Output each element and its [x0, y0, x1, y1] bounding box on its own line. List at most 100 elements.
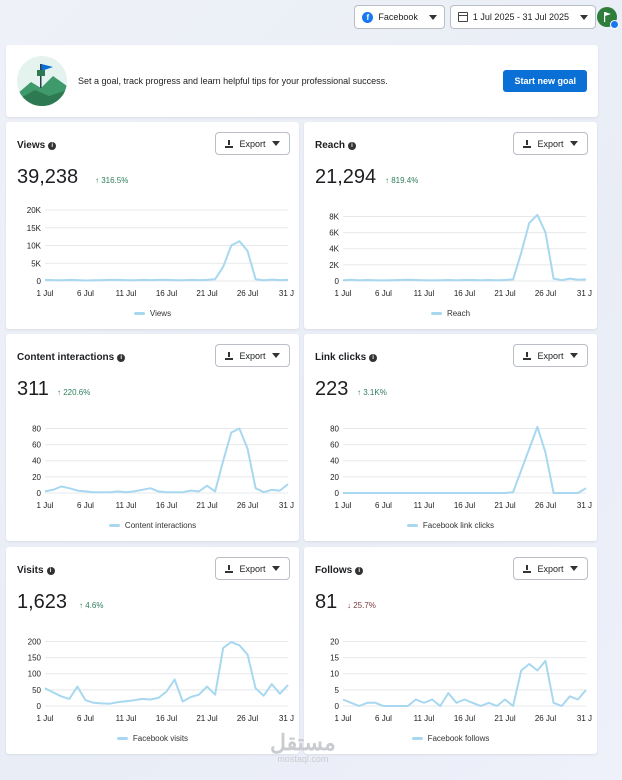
y-tick-label: 60 — [32, 441, 41, 450]
x-tick-label: 21 Jul — [196, 714, 218, 723]
x-tick-label: 6 Jul — [77, 501, 94, 510]
x-tick-label: 16 Jul — [156, 289, 178, 298]
metric-delta-value: 4.6% — [85, 601, 104, 610]
info-icon[interactable]: i — [355, 566, 364, 575]
metric-card-reach: Reach i Export 21,294 ↑ 819.4% 0 2K 4K 6K 8K… — [304, 122, 597, 329]
watermark-sub: mostaql.com — [277, 754, 329, 764]
card-title-text: Reach — [315, 140, 346, 151]
x-tick-label: 16 Jul — [454, 501, 476, 510]
date-range-select[interactable]: 1 Jul 2025 - 31 Jul 2025 — [449, 5, 596, 29]
y-tick-label: 4K — [329, 245, 339, 254]
chart-legend: Facebook link clicks — [304, 521, 597, 530]
metric-card-follows: Follows i Export 81 ↓ 25.7% 0 5 10 15 20 1 Ju… — [304, 547, 597, 754]
card-title-text: Views — [17, 140, 46, 151]
y-tick-label: 150 — [28, 654, 42, 663]
info-icon[interactable]: i — [117, 353, 126, 362]
metric-delta: ↑ 819.4% — [385, 176, 418, 185]
metric-card-interactions: Content interactions i Export 311 ↑ 220.… — [6, 334, 299, 541]
card-title-text: Visits — [17, 565, 44, 576]
card-title: Visits i — [17, 565, 55, 576]
y-tick-label: 0 — [335, 489, 340, 498]
export-button[interactable]: Export — [215, 132, 290, 155]
x-tick-label: 1 Jul — [335, 289, 352, 298]
info-icon[interactable]: i — [348, 141, 357, 150]
card-title: Link clicks i — [315, 352, 378, 363]
y-tick-label: 10K — [27, 242, 42, 251]
x-tick-label: 6 Jul — [375, 714, 392, 723]
metric-card-links: Link clicks i Export 223 ↑ 3.1K% 0 20 40 60… — [304, 334, 597, 541]
platform-select-label: Facebook — [378, 12, 418, 22]
export-label: Export — [537, 138, 564, 149]
series-line-interactions — [44, 427, 289, 494]
y-tick-label: 5K — [31, 259, 41, 268]
chart-legend: Facebook follows — [304, 734, 597, 743]
toolbar: f Facebook 1 Jul 2025 - 31 Jul 2025 — [354, 5, 596, 29]
y-tick-label: 50 — [32, 686, 41, 695]
arrow-up-icon: ↑ — [57, 388, 61, 397]
legend-swatch — [430, 312, 442, 316]
card-title-text: Follows — [315, 565, 353, 576]
metric-delta: ↑ 3.1K% — [357, 388, 387, 397]
metric-value: 21,294 — [315, 166, 377, 188]
x-tick-label: 1 Jul — [37, 714, 54, 723]
download-icon — [225, 139, 234, 148]
x-tick-label: 31 J — [577, 501, 592, 510]
x-tick-label: 31 J — [577, 714, 592, 723]
info-icon[interactable]: i — [48, 141, 57, 150]
x-tick-label: 16 Jul — [454, 714, 476, 723]
export-button[interactable]: Export — [513, 344, 588, 367]
export-button[interactable]: Export — [215, 557, 290, 580]
y-tick-label: 20K — [27, 206, 42, 215]
y-tick-label: 200 — [28, 637, 42, 646]
y-tick-label: 0 — [335, 277, 340, 286]
chevron-down-icon — [569, 566, 578, 571]
x-tick-label: 16 Jul — [156, 714, 178, 723]
x-tick-label: 26 Jul — [535, 289, 557, 298]
x-tick-label: 21 Jul — [494, 714, 516, 723]
y-tick-label: 8K — [329, 212, 339, 221]
export-button[interactable]: Export — [215, 344, 290, 367]
platform-select[interactable]: f Facebook — [354, 5, 445, 29]
metric-delta: ↓ 25.7% — [347, 601, 376, 610]
chevron-down-icon — [428, 14, 437, 20]
metric-delta-value: 316.5% — [101, 176, 129, 185]
chart-legend: Facebook visits — [6, 734, 299, 743]
y-tick-label: 20 — [32, 473, 41, 482]
series-line-views — [44, 240, 289, 282]
line-chart: 0 5 10 15 20 1 Jul 6 Jul 11 Jul 16 Jul 21 Jul 26 J… — [330, 637, 592, 723]
y-tick-label: 80 — [330, 424, 339, 433]
x-tick-label: 21 Jul — [196, 289, 218, 298]
download-icon — [225, 351, 234, 360]
legend-swatch — [133, 312, 145, 316]
calendar-icon — [457, 12, 468, 22]
info-icon[interactable]: i — [46, 566, 55, 575]
download-icon — [523, 564, 532, 573]
avatar[interactable] — [597, 7, 619, 29]
series-line-links — [343, 425, 587, 494]
start-new-goal-button[interactable]: Start new goal — [503, 70, 587, 92]
line-chart: 0 5K 10K 15K 20K 1 Jul 6 Jul 11 Jul 16 Jul 21 Jul… — [27, 206, 294, 298]
info-icon[interactable]: i — [369, 353, 378, 362]
arrow-up-icon: ↑ — [357, 388, 361, 397]
legend-swatch — [116, 737, 128, 741]
y-tick-label: 40 — [32, 457, 41, 466]
card-title: Content interactions i — [17, 352, 126, 363]
y-tick-label: 40 — [330, 457, 339, 466]
x-tick-label: 26 Jul — [237, 289, 259, 298]
y-tick-label: 6K — [329, 229, 339, 238]
x-tick-label: 11 Jul — [116, 714, 137, 723]
export-button[interactable]: Export — [513, 557, 588, 580]
facebook-badge-icon — [610, 20, 619, 29]
y-tick-label: 10 — [330, 670, 339, 679]
metric-card-views: Views i Export 39,238 ↑ 316.5% 0 5K 10K 15K… — [6, 122, 299, 329]
goal-description: Set a goal, track progress and learn hel… — [78, 76, 388, 86]
y-tick-label: 5 — [335, 686, 340, 695]
legend-label: Reach — [446, 309, 471, 318]
x-tick-label: 11 Jul — [414, 714, 435, 723]
metric-delta: ↑ 4.6% — [79, 601, 103, 610]
watermark-main: مستقل — [270, 730, 336, 755]
export-button[interactable]: Export — [513, 132, 588, 155]
x-tick-label: 21 Jul — [196, 501, 218, 510]
export-label: Export — [537, 563, 564, 574]
x-tick-label: 1 Jul — [335, 501, 352, 510]
